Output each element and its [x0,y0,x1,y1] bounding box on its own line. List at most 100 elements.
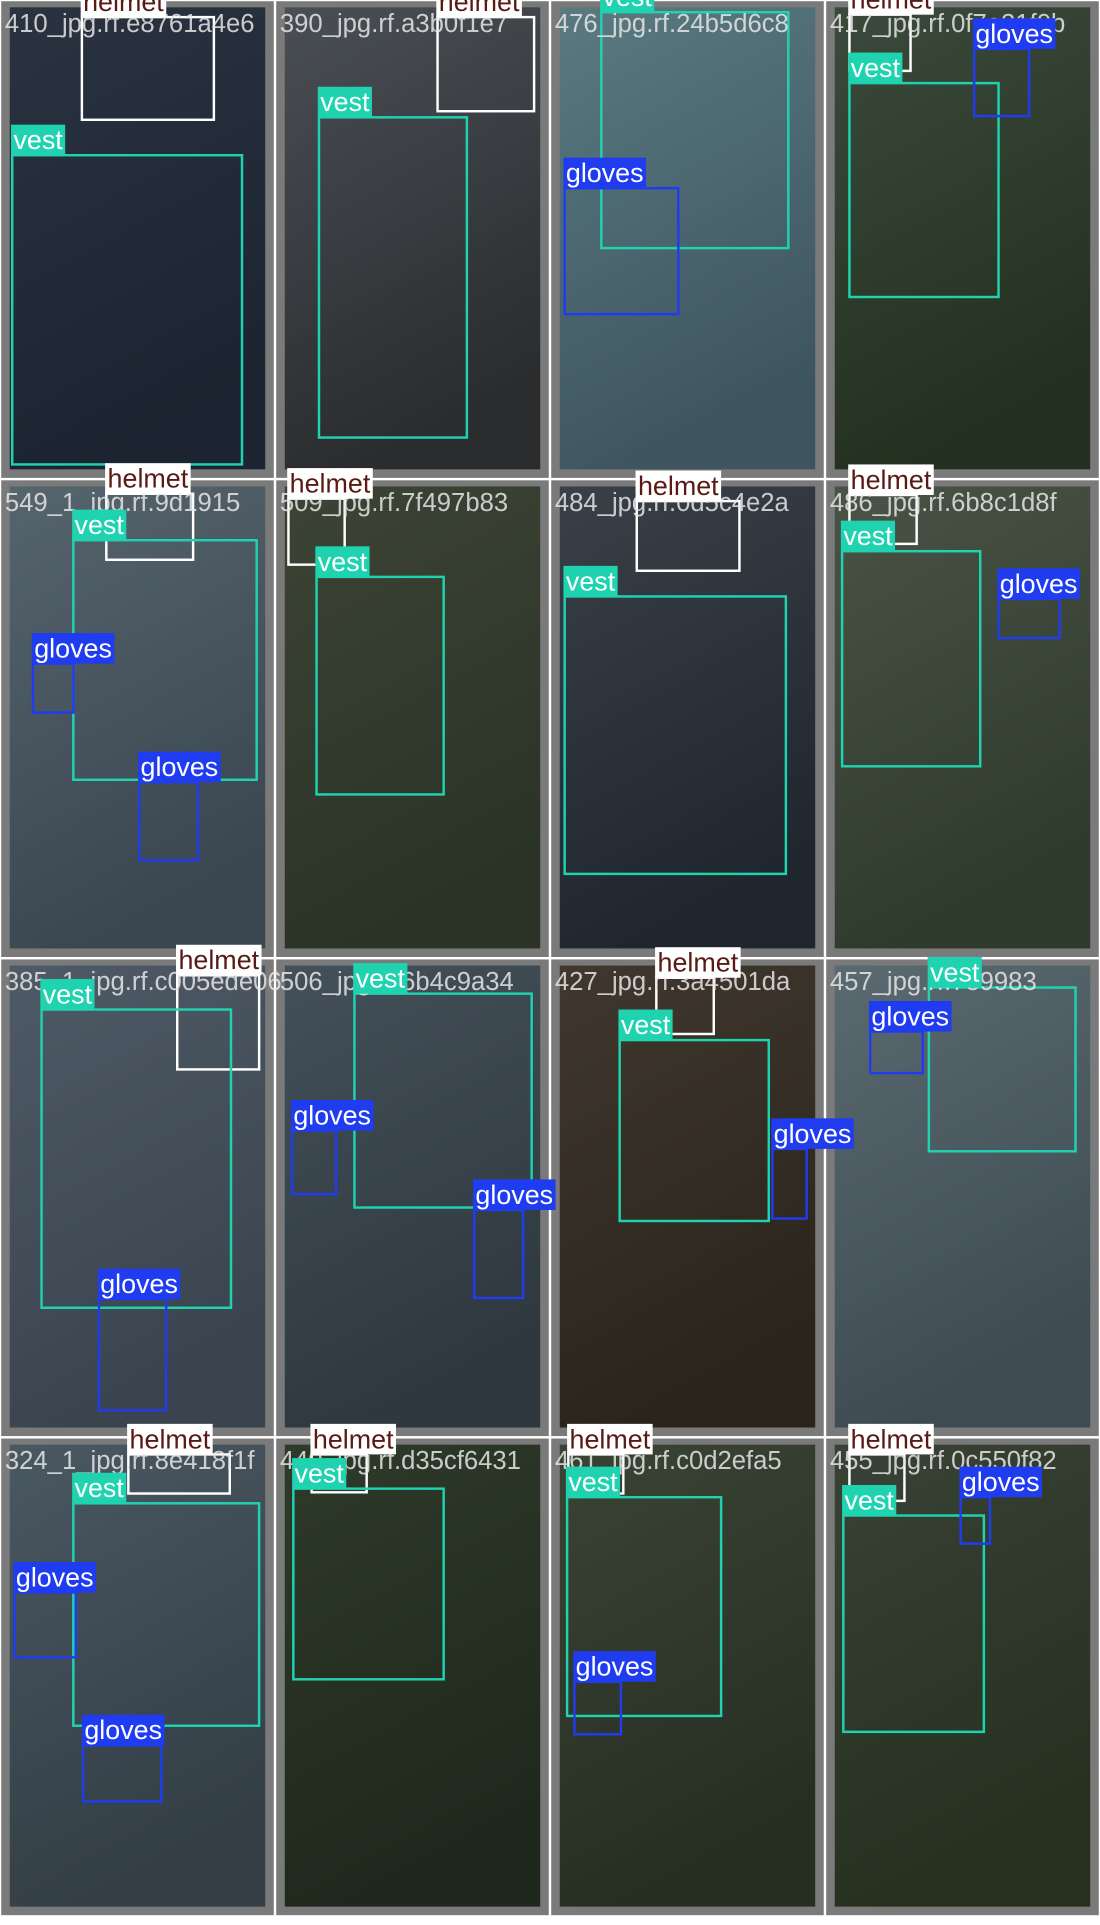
label-text: gloves [84,1715,162,1745]
label-background [105,463,191,494]
photo [9,7,266,470]
label-text: helmet [851,465,932,495]
label-background [848,464,934,495]
label-background [138,751,221,783]
label-text: vest [75,510,125,540]
label-text: gloves [774,1119,852,1149]
label-background [31,633,115,664]
photo [834,486,1091,949]
label-text: helmet [658,948,739,978]
label-background [573,1651,656,1682]
label-text: gloves [871,1001,949,1031]
label-text: vest [318,547,368,577]
box-label: gloves [573,1651,656,1682]
label-background [635,470,722,502]
photo [559,7,816,470]
box-label: gloves [563,157,647,189]
bounding-box [565,1495,723,1718]
box-label: vest [10,124,66,156]
label-background [840,520,896,552]
label-background [972,18,1056,49]
label-background [959,1466,1043,1498]
label-background [72,509,127,541]
bounding-box [317,116,469,439]
box-label: vest [848,52,903,84]
label-background [848,1423,934,1455]
bounding-box [40,1008,233,1309]
label-text: gloves [475,1180,553,1210]
bounding-box [600,10,790,250]
label-text: vest [356,964,406,994]
box-label: helmet [848,1423,934,1455]
box-label: helmet [127,1423,213,1455]
box-label: gloves [771,1118,854,1149]
box-label: gloves [997,568,1080,599]
box-label: gloves [472,1179,556,1210]
box-label: helmet [848,464,934,495]
label-text: vest [320,87,370,117]
box-label: gloves [290,1099,374,1131]
label-text: gloves [34,634,112,664]
label-background [40,978,95,1010]
label-text: vest [603,0,653,12]
box-label: gloves [959,1466,1043,1498]
label-text: gloves [141,752,219,782]
label-background [175,944,262,976]
label-background [842,1484,897,1516]
bounding-box [315,575,445,796]
box-label: helmet [635,470,722,502]
box-label: helmet [175,944,262,976]
label-background [868,1000,952,1032]
box-label: helmet [655,947,741,978]
label-background [310,1423,396,1455]
label-text: gloves [16,1562,94,1592]
box-label: helmet [287,468,373,499]
label-text: vest [843,521,893,551]
label-text: helmet [130,1424,211,1454]
box-label: vest [927,956,982,988]
label-background [618,1009,673,1041]
photo [559,486,816,949]
bounding-box [927,986,1077,1153]
label-background [97,1268,181,1300]
box-label: gloves [97,1268,181,1300]
bounding-box [618,1038,770,1223]
box-label: vest [563,565,618,597]
box-label: helmet [80,0,167,18]
label-background [563,157,647,189]
label-background [317,86,372,118]
label-text: helmet [290,469,371,499]
label-background [81,1714,165,1746]
photo [9,486,266,949]
box-label: helmet [436,0,522,18]
label-text: vest [13,125,63,155]
label-text: helmet [638,471,719,501]
label-background [315,546,370,577]
bounding-box [563,595,788,876]
label-text: gloves [1000,569,1078,599]
box-label: vest [317,86,372,118]
label-text: helmet [851,1424,932,1454]
box-label: vest [72,509,127,541]
label-background [771,1118,854,1149]
box-label: vest [353,963,408,994]
box-label: vest [72,1472,127,1504]
label-text: helmet [313,1424,394,1454]
label-background [80,0,167,18]
label-text: vest [295,1459,345,1489]
label-text: gloves [975,19,1053,49]
box-label: vest [565,1466,621,1498]
photo [9,965,266,1428]
box-label: vest [840,520,896,552]
box-label: helmet [105,463,191,494]
box-label: gloves [868,1000,952,1032]
label-text: vest [566,566,616,596]
photo [834,7,1091,470]
label-background [927,956,982,988]
label-background [13,1561,97,1593]
label-text: vest [851,53,901,83]
box-label: gloves [81,1714,165,1746]
label-text: gloves [100,1269,178,1299]
box-label: vest [618,1009,673,1041]
